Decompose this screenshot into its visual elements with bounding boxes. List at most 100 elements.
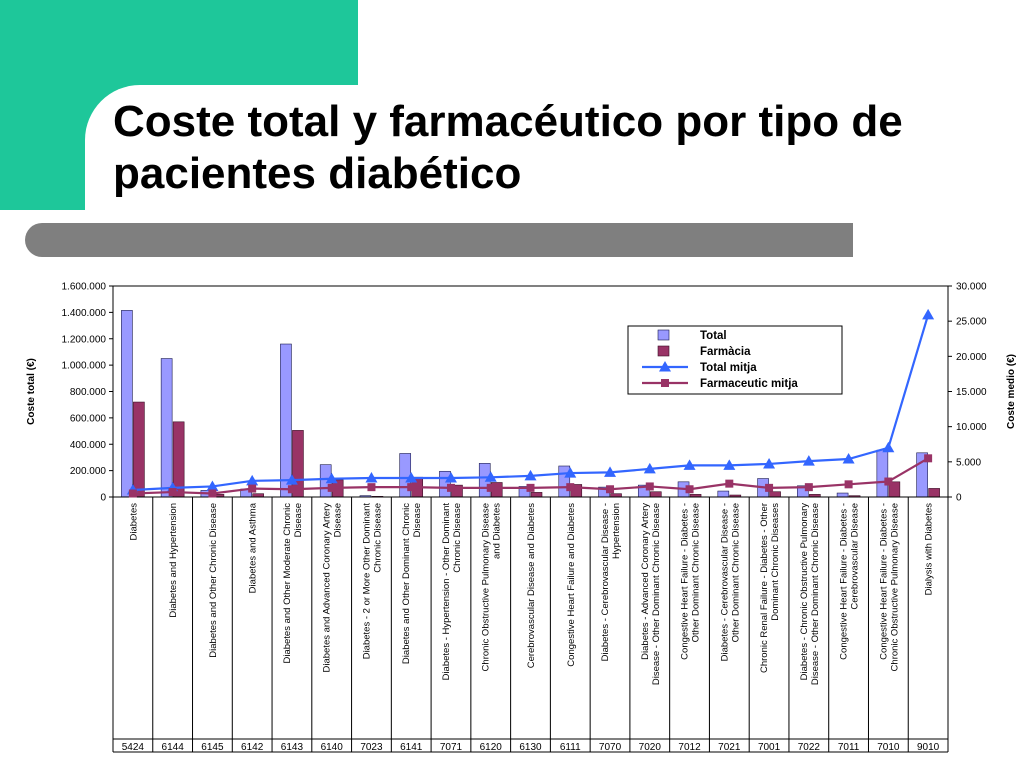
total-mitja-point bbox=[723, 459, 736, 470]
total-mitja-point bbox=[444, 472, 457, 483]
left-tick-label: 1.600.000 bbox=[62, 282, 107, 293]
category-label-line: Disease bbox=[333, 503, 344, 537]
category-label-line: and Diabetes bbox=[492, 503, 503, 559]
category-label-line: Diabetes and Advanced Coronary Artery bbox=[322, 503, 333, 673]
category-code: 7071 bbox=[440, 742, 463, 753]
category-label-line: Disease - Other Dominant Chronic Disease bbox=[810, 503, 821, 685]
total-mitja-point bbox=[285, 474, 298, 485]
category-label: Diabetes - Chronic Obstructive Pulmonary… bbox=[799, 503, 821, 685]
category-label-line: Diabetes bbox=[128, 503, 139, 541]
farmaceutic-mitja-point bbox=[884, 477, 893, 486]
category-code: 6111 bbox=[560, 742, 581, 753]
total-mitja-point bbox=[206, 480, 219, 491]
category-code: 7020 bbox=[639, 742, 662, 753]
total-bar bbox=[836, 492, 849, 498]
category-code: 7010 bbox=[877, 742, 900, 753]
farmaceutic-mitja-point bbox=[446, 483, 455, 492]
category-code: 6120 bbox=[480, 742, 503, 753]
left-tick-label: 200.000 bbox=[70, 466, 107, 477]
category-label-line: Chronic Renal Failure - Diabetes - Other bbox=[759, 503, 770, 673]
category-code: 9010 bbox=[917, 742, 940, 753]
total-mitja-point bbox=[643, 462, 656, 474]
farmaceutic-mitja-point bbox=[526, 483, 535, 492]
category-label-line: Disease - Other Dominant Chronic Disease bbox=[651, 503, 662, 685]
category-code: 6130 bbox=[519, 742, 542, 753]
total-bar bbox=[558, 465, 571, 498]
category-label-line: Other Dominant Chronic Disease bbox=[691, 503, 702, 642]
category-code: 7023 bbox=[360, 742, 383, 753]
total-mitja-point bbox=[922, 308, 935, 320]
right-tick-label: 5.000 bbox=[956, 457, 981, 468]
right-tick-label: 30.000 bbox=[956, 282, 987, 293]
left-tick-label: 1.400.000 bbox=[62, 308, 107, 319]
category-label: Diabetes and Advanced Coronary ArteryDis… bbox=[322, 503, 344, 673]
category-label-line: Hypertension bbox=[611, 503, 622, 559]
category-label: Diabetes and Other Moderate ChronicDisea… bbox=[282, 503, 304, 664]
category-label: Diabetes - 2 or More Other DominantChron… bbox=[361, 503, 383, 660]
total-mitja-point bbox=[683, 459, 696, 470]
category-label-line: Chronic Disease bbox=[452, 503, 463, 573]
category-label-line: Dialysis with Diabetes bbox=[924, 503, 935, 596]
category-label-line: Diabetes - Hypertension - Other Dominant bbox=[441, 503, 452, 681]
category-code: 6140 bbox=[321, 742, 344, 753]
farmaceutic-mitja-point bbox=[168, 488, 177, 497]
total-bar bbox=[876, 449, 889, 498]
category-code: 7012 bbox=[678, 742, 701, 753]
category-label: Cerebrovascular Disease and Diabetes bbox=[526, 503, 537, 669]
category-label: Diabetes bbox=[128, 503, 139, 541]
legend-label-farmacia: Farmàcia bbox=[700, 346, 751, 358]
category-label-line: Diabetes and Other Dominant Chronic bbox=[401, 503, 412, 664]
farmaceutic-mitja-point bbox=[566, 483, 575, 492]
category-code: 6144 bbox=[162, 742, 185, 753]
category-label: Diabetes and Other Chronic Disease bbox=[208, 503, 219, 658]
category-code: 6145 bbox=[201, 742, 224, 753]
category-label: Congestive Heart Failure - Diabetes -Oth… bbox=[680, 503, 702, 660]
right-tick-label: 25.000 bbox=[956, 317, 987, 328]
farmacia-bar bbox=[928, 488, 940, 498]
total-mitja-point bbox=[802, 455, 815, 466]
category-label-line: Diabetes and Other Moderate Chronic bbox=[282, 503, 293, 664]
category-code: 6142 bbox=[241, 742, 264, 753]
farmaceutic-mitja-point bbox=[844, 480, 853, 489]
category-code: 7021 bbox=[718, 742, 741, 753]
farmaceutic-mitja-point bbox=[725, 479, 734, 488]
farmaceutic-mitja-point bbox=[804, 483, 813, 492]
farmaceutic-mitja-point bbox=[327, 483, 336, 492]
category-label: Diabetes and Asthma bbox=[248, 502, 259, 593]
farmaceutic-mitja-point bbox=[765, 483, 774, 492]
category-label-line: Congestive Heart Failure - Diabetes - bbox=[839, 503, 850, 660]
category-code: 7001 bbox=[758, 742, 781, 753]
farmaceutic-mitja-point bbox=[486, 483, 495, 492]
farmacia-bar bbox=[649, 491, 662, 498]
category-label-line: Congestive Heart Failure - Diabetes - bbox=[878, 503, 889, 660]
category-label: Congestive Heart Failure and Diabetes bbox=[566, 503, 577, 667]
category-label: Diabetes and Hypertension bbox=[168, 503, 179, 618]
category-label-line: Diabetes - Cerebrovascular Disease - bbox=[600, 503, 611, 661]
legend-swatch-total bbox=[657, 329, 670, 341]
total-mitja-point bbox=[842, 453, 855, 464]
farmaceutic-mitja-point bbox=[208, 489, 217, 498]
total-mitja-point bbox=[405, 472, 418, 483]
right-tick-label: 15.000 bbox=[956, 387, 987, 398]
title-divider-bar bbox=[25, 223, 853, 257]
category-code: 7011 bbox=[838, 742, 860, 753]
right-tick-label: 20.000 bbox=[956, 352, 987, 363]
category-label: Diabetes - Hypertension - Other Dominant… bbox=[441, 503, 463, 681]
total-mitja-point bbox=[246, 474, 259, 486]
category-label-line: Diabetes - Chronic Obstructive Pulmonary bbox=[799, 503, 810, 681]
total-mitja-point bbox=[365, 472, 378, 483]
total-bar bbox=[160, 358, 173, 498]
total-mitja-point bbox=[325, 472, 338, 484]
category-code: 7070 bbox=[599, 742, 622, 753]
category-label: Diabetes - Advanced Coronary ArteryDisea… bbox=[640, 503, 662, 685]
content-panel bbox=[85, 85, 1024, 768]
right-tick-label: 10.000 bbox=[956, 422, 987, 433]
category-label: Dialysis with Diabetes bbox=[924, 503, 935, 596]
total-mitja-point bbox=[564, 467, 577, 478]
category-label-line: Chronic Obstructive Pulmonary Disease bbox=[481, 503, 492, 671]
category-code: 7022 bbox=[798, 742, 821, 753]
category-label: Chronic Renal Failure - Diabetes - Other… bbox=[759, 503, 781, 673]
total-bar bbox=[121, 310, 133, 498]
right-axis-title: Coste medio (€) bbox=[1006, 354, 1017, 429]
